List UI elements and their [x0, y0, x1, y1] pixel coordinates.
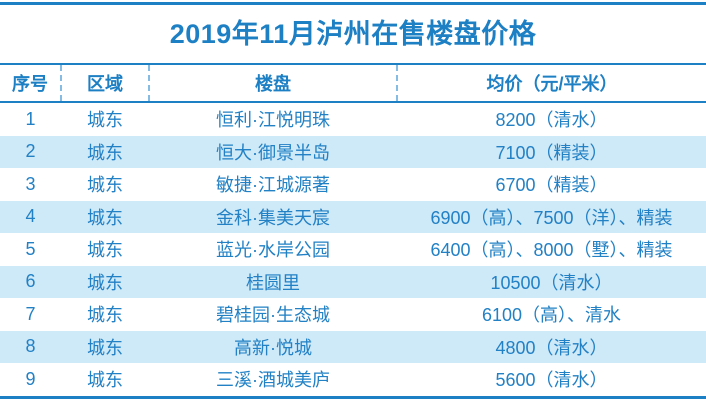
column-header: 楼盘 — [148, 64, 397, 102]
table-head: 序号 区域 楼盘 均价（元/平米） — [0, 64, 706, 102]
table-cell: 城东 — [87, 142, 123, 163]
table-body: 1 城东 恒利·江悦明珠 8200（清水） 2 城东 恒大·御景半岛 7100（精装） 3 城东敏… — [0, 102, 706, 397]
table-cell: 城东 — [87, 110, 123, 131]
table-cell: 敏捷·江城源著 — [216, 175, 330, 196]
table-cell: 4 — [25, 206, 36, 227]
page-title: 2019年11月泸州在售楼盘价格 — [169, 19, 537, 49]
column-header: 均价（元/平米） — [396, 64, 706, 102]
table-cell: 金科·集美天宸 — [216, 207, 330, 228]
table-row: 2 城东 恒大·御景半岛 7100（精装） — [0, 135, 706, 168]
table-cell: 6100（高）、清水 — [481, 305, 622, 326]
table-cell: 6700（精装） — [495, 175, 608, 196]
column-header: 序号 — [0, 64, 61, 102]
table-cell: 三溪·酒城美庐 — [216, 370, 330, 391]
table-cell: 1 — [25, 108, 36, 129]
table-cell: 5 — [25, 238, 36, 259]
table-row: 8 城东 高新·悦城 4800（清水） — [0, 330, 706, 363]
table-cell: 城东 — [87, 207, 123, 228]
table-cell: 蓝光·水岸公园 — [216, 240, 330, 261]
table-row: 4 城东 金科·集美天宸 6900（高）、7500（洋）、精装 — [0, 200, 706, 233]
table-cell: 3 — [25, 173, 36, 194]
table-row: 5 城东 蓝光·水岸公园 6400（高）、8000（墅）、精装 — [0, 233, 706, 266]
table-cell: 7100（精装） — [495, 142, 608, 163]
table-cell: 8 — [25, 336, 36, 357]
table-cell: 恒大·御景半岛 — [216, 142, 330, 163]
table-cell: 4800（清水） — [495, 337, 608, 358]
table-cell: 9 — [25, 368, 36, 389]
table-row: 3 城东 敏捷·江城源著 6700（精装） — [0, 168, 706, 201]
table-cell: 5600（清水） — [495, 370, 608, 391]
table-cell: 城东 — [87, 272, 123, 293]
table-row: 9 城东 三溪·酒城美庐 5600（清水） — [0, 363, 706, 397]
table-cell: 城东 — [87, 240, 123, 261]
table-cell: 6900（高）、7500（洋）、精装 — [430, 207, 673, 228]
top-rule — [0, 2, 706, 5]
table-cell: 城东 — [87, 337, 123, 358]
column-header: 区域 — [60, 64, 149, 102]
header-row: 序号 区域 楼盘 均价（元/平米） — [0, 64, 706, 102]
price-table: 序号 区域 楼盘 均价（元/平米） 1 城东 恒利·江悦明珠 8200（清水） 2 城东 恒大·御… — [0, 63, 706, 399]
table-cell: 2 — [25, 141, 36, 162]
table-cell: 城东 — [87, 175, 123, 196]
table-cell: 城东 — [87, 370, 123, 391]
table-cell: 恒利·江悦明珠 — [216, 110, 330, 131]
table-cell: 城东 — [87, 305, 123, 326]
table-cell: 6400（高）、8000（墅）、精装 — [430, 240, 673, 261]
table-cell: 碧桂园·生态城 — [216, 305, 330, 326]
table-row: 6 城东 桂圆里 10500（清水） — [0, 265, 706, 298]
table-cell: 桂圆里 — [246, 272, 300, 293]
table-row: 1 城东 恒利·江悦明珠 8200（清水） — [0, 102, 706, 136]
table-cell: 高新·悦城 — [234, 337, 312, 358]
table-cell: 8200（清水） — [495, 110, 608, 131]
table-row: 7 城东 碧桂园·生态城 6100（高）、清水 — [0, 298, 706, 331]
table-cell: 10500（清水） — [490, 272, 613, 293]
table-cell: 6 — [25, 271, 36, 292]
table-cell: 7 — [25, 303, 36, 324]
